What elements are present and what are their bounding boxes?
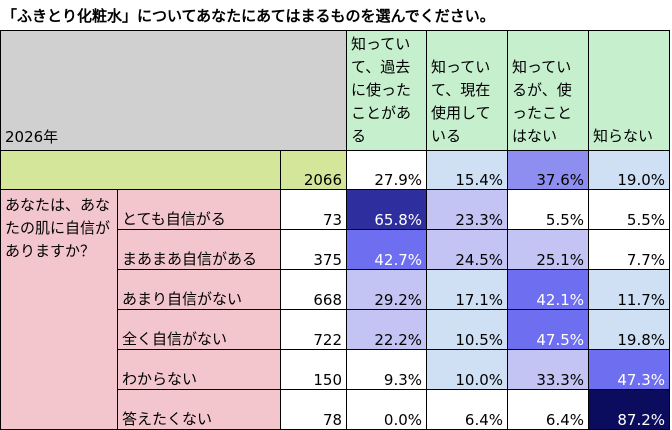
col-header-used-past: 知っていて、過去に使ったことがある (346, 30, 428, 151)
row-value: 7.7% (588, 229, 671, 270)
row-value: 65.8% (346, 189, 428, 230)
row-value: 5.5% (588, 189, 671, 230)
question-label: あなたは、あなたの肌に自信がありますか？ (0, 189, 118, 430)
year-label: 2026年 (0, 30, 348, 151)
table-row: 全く自信がない 722 22.2% 10.5% 47.5% 19.8% (1, 309, 671, 350)
row-value: 23.3% (426, 189, 509, 230)
col-header-using-now: 知っていて、現在使用している (426, 30, 509, 151)
total-row: 2066 27.9% 15.4% 37.6% 19.0% (0, 150, 671, 190)
total-value: 37.6% (507, 150, 590, 190)
row-n: 78 (279, 389, 348, 430)
row-value: 47.3% (588, 349, 671, 390)
table-row: あなたは、あなたの肌に自信がありますか？ とても自信がる 73 65.8% 23… (0, 189, 671, 430)
row-value: 22.2% (346, 309, 428, 350)
col-header-unknown: 知らない (588, 30, 671, 151)
page-title: 「ふきとり化粧水」についてあなたにあてはまるものを選んでください。 (2, 7, 495, 25)
row-label: まあまあ自信がある (117, 229, 281, 270)
header-row: 2026年 知っていて、過去に使ったことがある 知っていて、現在使用している 知… (0, 30, 671, 151)
row-n: 73 (279, 189, 348, 230)
row-label: あまり自信がない (117, 269, 281, 310)
row-value: 47.5% (507, 309, 590, 350)
table-row: あまり自信がない 668 29.2% 17.1% 42.1% 11.7% (1, 269, 671, 310)
row-value: 6.4% (426, 389, 509, 430)
survey-table: 2026年 知っていて、過去に使ったことがある 知っていて、現在使用している 知… (0, 30, 671, 430)
table-row: まあまあ自信がある 375 42.7% 24.5% 25.1% 7.7% (1, 229, 671, 270)
total-label-cell (0, 150, 281, 190)
row-label: 答えたくない (117, 389, 281, 430)
row-n: 668 (279, 269, 348, 310)
row-value: 19.8% (588, 309, 671, 350)
row-value: 29.2% (346, 269, 428, 310)
table-row: わからない 150 9.3% 10.0% 33.3% 47.3% (1, 349, 671, 390)
row-n: 150 (279, 349, 348, 390)
row-value: 9.3% (346, 349, 428, 390)
row-value: 17.1% (426, 269, 509, 310)
total-value: 19.0% (588, 150, 671, 190)
total-n: 2066 (279, 150, 348, 190)
row-value: 33.3% (507, 349, 590, 390)
row-value: 5.5% (507, 189, 590, 230)
row-value: 10.5% (426, 309, 509, 350)
row-label: 全く自信がない (117, 309, 281, 350)
row-value: 11.7% (588, 269, 671, 310)
row-value: 24.5% (426, 229, 509, 270)
row-value: 25.1% (507, 229, 590, 270)
row-value: 42.7% (346, 229, 428, 270)
row-n: 722 (279, 309, 348, 350)
col-header-known-not-used: 知っているが、使ったことはない (507, 30, 590, 151)
total-value: 27.9% (346, 150, 428, 190)
row-value: 0.0% (346, 389, 428, 430)
total-value: 15.4% (426, 150, 509, 190)
row-label: わからない (117, 349, 281, 390)
row-value: 6.4% (507, 389, 590, 430)
row-value: 87.2% (588, 389, 671, 430)
row-n: 375 (279, 229, 348, 270)
row-value: 10.0% (426, 349, 509, 390)
row-value: 42.1% (507, 269, 590, 310)
row-label: とても自信がる (117, 189, 281, 230)
